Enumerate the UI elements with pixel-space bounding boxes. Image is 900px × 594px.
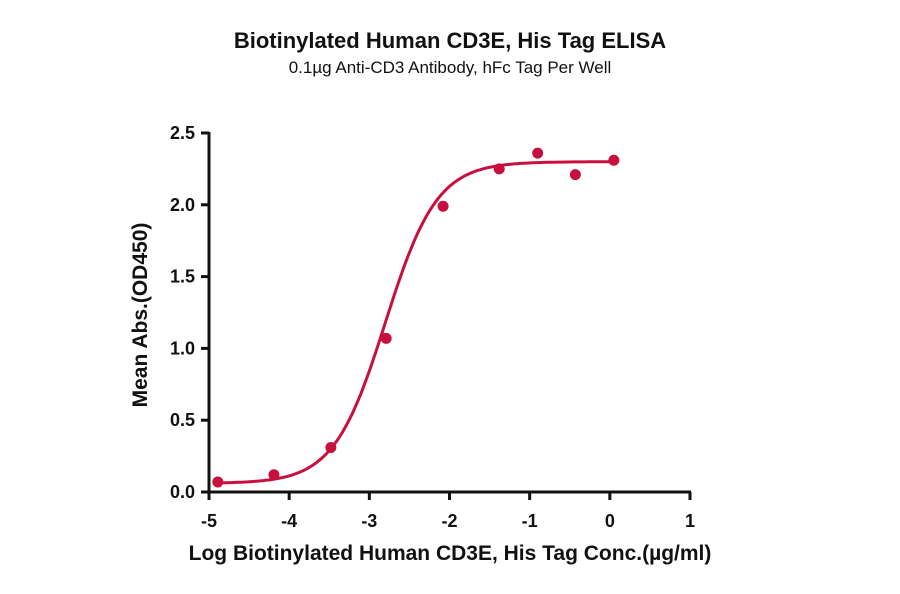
y-tick-label: 1.0 [170,338,195,358]
data-point [493,163,505,175]
data-points [212,147,620,488]
fit-curve [217,160,614,485]
data-point [437,200,449,212]
x-tick-label: -4 [281,511,297,531]
data-point [268,469,280,481]
chart-subtitle: 0.1µg Anti-CD3 Antibody, hFc Tag Per Wel… [288,58,612,77]
x-tick-label: 0 [605,511,615,531]
y-axis-label: Mean Abs.(OD450) [129,222,152,408]
x-tick-label: -2 [441,511,457,531]
fit-curve-path [217,160,614,485]
data-point [380,332,392,344]
y-tick-label: 2.5 [170,123,195,143]
chart-title: Biotinylated Human CD3E, His Tag ELISA [233,28,667,53]
x-axis-label: Log Biotinylated Human CD3E, His Tag Con… [188,542,712,565]
y-tick-label: 0.5 [170,410,195,430]
data-point [532,147,544,159]
y-tick-label: 0.0 [170,482,195,502]
x-tick-label: -3 [361,511,377,531]
data-point [569,169,581,181]
y-tick-label: 2.0 [170,195,195,215]
axes: 0.0 0.5 1.0 1.5 2.0 2.5 -5 -4 -3 -2 -1 0 1 [170,123,695,531]
x-tick-label: 1 [685,511,695,531]
x-tick-label: -5 [201,511,217,531]
data-point [212,476,224,488]
x-tick-label: -1 [522,511,538,531]
y-tick-label: 1.5 [170,267,195,287]
data-point [608,154,620,166]
data-point [325,441,337,453]
